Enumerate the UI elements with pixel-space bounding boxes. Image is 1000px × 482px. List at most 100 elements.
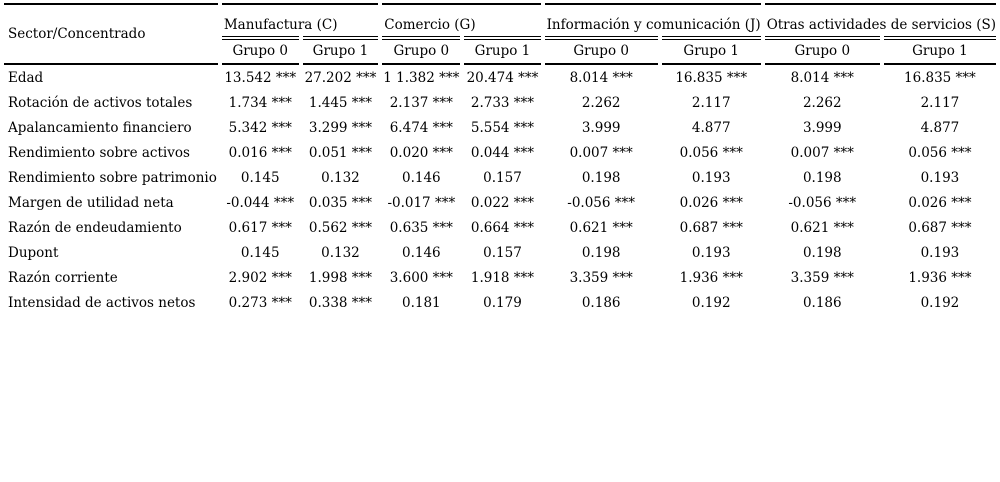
cell-value: 4.877 xyxy=(691,119,731,136)
cell-value: 0.193 xyxy=(920,244,960,261)
cell-value: 2.262 xyxy=(581,94,621,111)
cell-value: 1.998 *** xyxy=(308,269,373,286)
cell-value: 1.936 *** xyxy=(679,269,743,286)
cell-value: 1.445 *** xyxy=(308,94,373,111)
cell-value: 3.600 *** xyxy=(389,269,453,286)
cell-value: 0.273 *** xyxy=(228,294,292,311)
group-header-row: Sector/Concentrado Manufactura (C) Comer… xyxy=(4,3,996,66)
subheader-comercio-grupo1: Grupo 1 xyxy=(464,36,541,66)
cell-value: 0.146 xyxy=(401,169,441,186)
cell-value: 0.157 xyxy=(483,244,522,261)
table-row: Rendimiento sobre activos 0.016 *** 0.05… xyxy=(4,140,996,165)
cell-value: 2.902 *** xyxy=(228,269,292,286)
row-label: Rendimiento sobre patrimonio xyxy=(8,169,217,186)
cell-value: 0.020 *** xyxy=(389,144,453,161)
cell-value: 0.179 xyxy=(483,294,522,311)
table-row: Margen de utilidad neta -0.044 *** 0.035… xyxy=(4,190,996,215)
cell-value: 0.198 xyxy=(802,244,842,261)
cell-value: 0.186 xyxy=(581,294,621,311)
cell-value: 0.687 *** xyxy=(908,219,972,236)
cell-value: 6.474 *** xyxy=(389,119,453,136)
row-label: Edad xyxy=(8,69,44,86)
table-body: Edad 13.542 *** 27.202 *** 1 1.382 *** 2… xyxy=(4,65,996,315)
cell-value: 0.193 xyxy=(691,169,731,186)
cell-value: 1 1.382 *** xyxy=(383,69,460,86)
cell-value: -0.017 *** xyxy=(387,194,456,211)
cell-value: 0.664 *** xyxy=(470,219,535,236)
subgroup-header-row: Grupo 0 Grupo 1 Grupo 0 Grupo 1 Grupo 0 … xyxy=(4,36,996,66)
cell-value: 1.936 *** xyxy=(908,269,972,286)
cell-value: 13.542 *** xyxy=(224,69,297,86)
cell-value: 0.617 *** xyxy=(228,219,292,236)
group-header-informacion: Información y comunicación (J) xyxy=(544,3,761,36)
cell-value: 0.132 xyxy=(321,244,360,261)
table-row: Intensidad de activos netos 0.273 *** 0.… xyxy=(4,290,996,315)
table-row: Rendimiento sobre patrimonio 0.145 0.132… xyxy=(4,165,996,190)
cell-value: 8.014 *** xyxy=(569,69,633,86)
cell-value: 0.051 *** xyxy=(308,144,373,161)
cell-value: 0.022 *** xyxy=(470,194,535,211)
cell-value: 0.192 xyxy=(920,294,960,311)
cell-value: 0.056 *** xyxy=(679,144,743,161)
table-row: Rotación de activos totales 1.734 *** 1.… xyxy=(4,90,996,115)
cell-value: 0.193 xyxy=(920,169,960,186)
cell-value: 1.918 *** xyxy=(470,269,535,286)
table-header: Sector/Concentrado Manufactura (C) Comer… xyxy=(4,3,996,66)
cell-value: 0.621 *** xyxy=(790,219,854,236)
row-label: Dupont xyxy=(8,244,59,261)
cell-value: 2.117 xyxy=(920,94,960,111)
cell-value: 3.359 *** xyxy=(569,269,633,286)
cell-value: 16.835 *** xyxy=(904,69,976,86)
cell-value: 3.359 *** xyxy=(790,269,854,286)
row-label: Margen de utilidad neta xyxy=(8,194,174,211)
group-header-comercio: Comercio (G) xyxy=(382,3,541,36)
cell-value: 0.146 xyxy=(401,244,441,261)
cell-value: 0.157 xyxy=(483,169,522,186)
cell-value: 0.181 xyxy=(401,294,441,311)
cell-value: 2.117 xyxy=(691,94,731,111)
row-label: Razón de endeudamiento xyxy=(8,219,182,236)
group-header-otras: Otras actividades de servicios (S) xyxy=(764,3,996,36)
cell-value: 0.132 xyxy=(321,169,360,186)
table-row: Razón corriente 2.902 *** 1.998 *** 3.60… xyxy=(4,265,996,290)
cell-value: 2.733 *** xyxy=(470,94,535,111)
table-row: Edad 13.542 *** 27.202 *** 1 1.382 *** 2… xyxy=(4,65,996,90)
cell-value: 0.192 xyxy=(691,294,731,311)
row-label: Rotación de activos totales xyxy=(8,94,193,111)
cell-value: 0.687 *** xyxy=(679,219,743,236)
cell-value: 0.007 *** xyxy=(569,144,633,161)
cell-value: 20.474 *** xyxy=(466,69,539,86)
subheader-comercio-grupo0: Grupo 0 xyxy=(382,36,461,66)
row-label: Apalancamiento financiero xyxy=(8,119,192,136)
cell-value: 5.554 *** xyxy=(470,119,535,136)
row-label: Razón corriente xyxy=(8,269,118,286)
cell-value: -0.044 *** xyxy=(226,194,295,211)
cell-value: 5.342 *** xyxy=(228,119,292,136)
cell-value: 0.338 *** xyxy=(308,294,373,311)
subheader-informacion-grupo0: Grupo 0 xyxy=(544,36,658,66)
cell-value: 3.999 xyxy=(581,119,621,136)
cell-value: 0.026 *** xyxy=(679,194,743,211)
cell-value: 0.056 *** xyxy=(908,144,972,161)
page: Sector/Concentrado Manufactura (C) Comer… xyxy=(0,3,1000,482)
cell-value: 3.299 *** xyxy=(308,119,373,136)
cell-value: 0.026 *** xyxy=(908,194,972,211)
cell-value: 0.044 *** xyxy=(470,144,535,161)
subheader-manufactura-grupo0: Grupo 0 xyxy=(221,36,299,66)
cell-value: 2.262 xyxy=(802,94,842,111)
cell-value: 16.835 *** xyxy=(675,69,748,86)
cell-value: 0.621 *** xyxy=(569,219,633,236)
cell-value: 4.877 xyxy=(920,119,960,136)
cell-value: 2.137 *** xyxy=(389,94,453,111)
cell-value: 0.198 xyxy=(802,169,842,186)
statistics-table: Sector/Concentrado Manufactura (C) Comer… xyxy=(0,3,1000,315)
table-row: Dupont 0.145 0.132 0.146 0.157 0.198 0.1… xyxy=(4,240,996,265)
cell-value: 1.734 *** xyxy=(228,94,292,111)
table-row: Razón de endeudamiento 0.617 *** 0.562 *… xyxy=(4,215,996,240)
corner-header: Sector/Concentrado xyxy=(4,3,218,66)
row-label: Rendimiento sobre activos xyxy=(8,144,190,161)
cell-value: 0.007 *** xyxy=(790,144,854,161)
subheader-informacion-grupo1: Grupo 1 xyxy=(661,36,761,66)
cell-value: 0.562 *** xyxy=(308,219,373,236)
cell-value: 0.035 *** xyxy=(308,194,373,211)
